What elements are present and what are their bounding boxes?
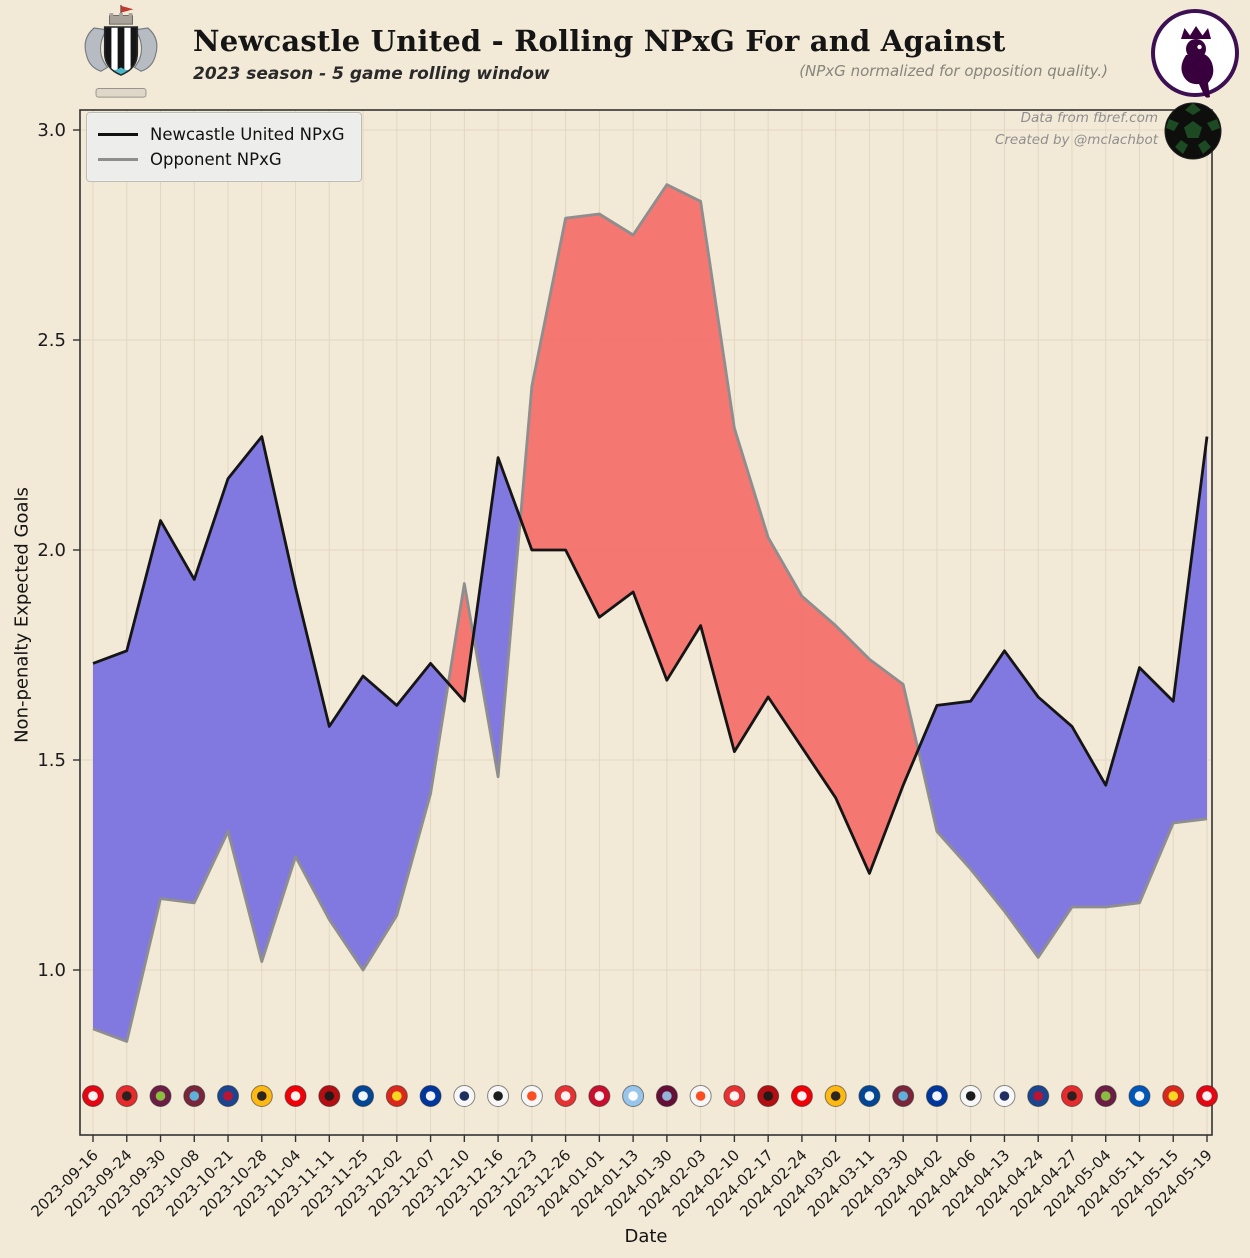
team-logo-arsenal-icon xyxy=(790,1085,813,1107)
legend-label: Opponent NPxG xyxy=(150,150,282,169)
plot-frame xyxy=(79,109,1213,1136)
legend-item-newcastle: Newcastle United NPxG xyxy=(98,122,345,147)
team-logo-wolves-icon xyxy=(250,1085,273,1107)
opponent-logos-row xyxy=(82,1085,1218,1107)
y-tick-label: 1.5 xyxy=(37,750,66,771)
team-logo-manchester-united-icon xyxy=(1162,1085,1185,1107)
soccer-ball-icon xyxy=(1164,102,1222,160)
team-logo-everton-icon xyxy=(419,1085,442,1107)
team-logo-bournemouth-icon xyxy=(318,1085,341,1107)
newcastle-line-swatch xyxy=(98,133,138,136)
team-logo-fulham-icon xyxy=(487,1085,510,1107)
opponent-npxg-line xyxy=(92,183,1208,1043)
chart-note: (NPxG normalized for opposition quality.… xyxy=(799,62,1108,80)
y-tick-label: 1.0 xyxy=(37,960,66,981)
team-logo-tottenham-icon xyxy=(993,1085,1016,1107)
legend-label: Newcastle United NPxG xyxy=(150,125,345,144)
team-logo-brentford-icon xyxy=(1196,1085,1218,1107)
team-logo-fulham-icon xyxy=(959,1085,982,1107)
chart-subtitle: 2023 season - 5 game rolling window xyxy=(193,64,550,84)
team-logo-nottingham-forest-icon xyxy=(723,1085,746,1107)
y-axis: 1.0 1.5 2.0 2.5 3.0 xyxy=(37,120,80,981)
chart-title: Newcastle United - Rolling NPxG For and … xyxy=(193,24,1006,58)
team-logo-everton-icon xyxy=(925,1085,948,1107)
y-tick-label: 3.0 xyxy=(37,120,66,141)
team-logo-brighton-icon xyxy=(1128,1085,1151,1107)
team-logo-crystal-palace-icon xyxy=(1027,1085,1050,1107)
attribution-source: Data from fbref.com xyxy=(1020,110,1158,126)
team-logo-luton-town-icon xyxy=(689,1085,712,1107)
legend-item-opponent: Opponent NPxG xyxy=(98,147,345,172)
attribution: Data from fbref.com Created by @mclachbo… xyxy=(995,108,1158,151)
newcastle-united-crest-icon xyxy=(84,4,158,98)
team-logo-arsenal-icon xyxy=(284,1085,307,1107)
opponent-line-swatch xyxy=(98,158,138,161)
legend: Newcastle United NPxG Opponent NPxG xyxy=(86,112,362,182)
team-logo-sheffield-united-icon xyxy=(1060,1085,1083,1107)
team-logo-tottenham-icon xyxy=(453,1085,476,1107)
x-axis-label: Date xyxy=(624,1226,668,1247)
team-logo-nottingham-forest-icon xyxy=(554,1085,577,1107)
attribution-author: Created by @mclachbot xyxy=(994,131,1158,148)
team-logo-bournemouth-icon xyxy=(757,1085,780,1107)
team-logo-brentford-icon xyxy=(82,1085,104,1107)
x-axis: 2023-09-162023-09-242023-09-302023-10-08… xyxy=(27,1135,1216,1220)
newcastle-npxg-line xyxy=(92,435,1209,875)
team-logo-wolves-icon xyxy=(824,1085,847,1107)
fill-newcastle-advantage xyxy=(93,436,1207,1042)
y-tick-label: 2.5 xyxy=(37,330,66,351)
team-logo-burnley-icon xyxy=(149,1085,172,1107)
team-logo-liverpool-icon xyxy=(588,1085,611,1107)
team-logo-west-ham-icon xyxy=(183,1085,206,1107)
team-logo-chelsea-icon xyxy=(858,1085,881,1107)
team-logo-manchester-city-icon xyxy=(622,1085,645,1107)
fill-opponent-advantage xyxy=(448,184,919,874)
premier-league-logo-icon xyxy=(1151,9,1239,98)
y-axis-label: Non-penalty Expected Goals xyxy=(11,487,33,743)
team-logo-burnley-icon xyxy=(1094,1085,1117,1107)
team-logo-manchester-united-icon xyxy=(385,1085,408,1107)
team-logo-west-ham-icon xyxy=(892,1085,915,1107)
y-tick-label: 2.0 xyxy=(37,540,66,561)
team-logo-chelsea-icon xyxy=(352,1085,375,1107)
team-logo-sheffield-united-icon xyxy=(115,1085,138,1107)
team-logo-crystal-palace-icon xyxy=(217,1085,240,1107)
team-logo-aston-villa-icon xyxy=(655,1085,678,1107)
team-logo-luton-town-icon xyxy=(520,1085,543,1107)
